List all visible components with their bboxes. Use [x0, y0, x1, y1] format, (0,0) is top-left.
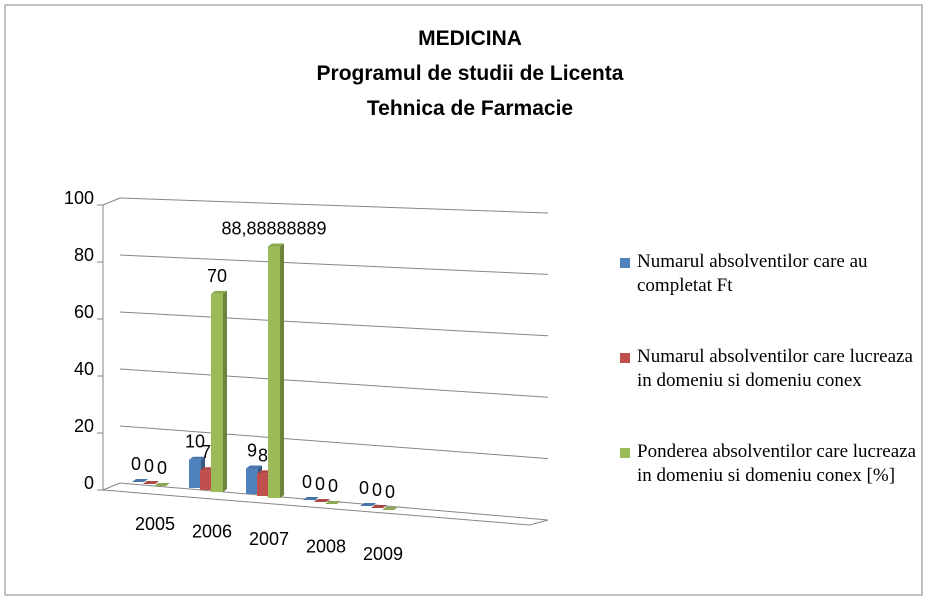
- data-label: 0: [328, 476, 338, 496]
- x-tick-label: 2006: [192, 522, 232, 542]
- data-label: 70: [207, 266, 227, 286]
- grid-line: [119, 368, 549, 398]
- legend-label: Numarul absolventilor care au completat …: [637, 251, 868, 296]
- chart-title: Programul de studii de Licenta: [317, 62, 624, 85]
- y-tick-label: 60: [74, 302, 94, 322]
- data-label: 0: [359, 478, 369, 498]
- chart-title: Tehnica de Farmacie: [367, 97, 573, 120]
- bar-top: [360, 503, 376, 506]
- bar-top: [246, 465, 262, 469]
- bar-top: [154, 483, 170, 486]
- x-tick-label: 2009: [363, 544, 403, 564]
- x-tick-label: 2008: [306, 537, 346, 557]
- data-label: 0: [385, 482, 395, 502]
- grid-line: [119, 254, 549, 275]
- bar-top: [132, 479, 148, 482]
- bar-top: [314, 499, 330, 502]
- floor-edge: [102, 489, 549, 526]
- x-tick-label: 2005: [135, 514, 175, 534]
- bar-side: [280, 243, 284, 498]
- bar-top: [382, 507, 398, 510]
- bar-top: [303, 497, 319, 500]
- legend-swatch: [620, 258, 630, 268]
- bar-top: [189, 456, 205, 460]
- legend-label: Ponderea absolventilor care lucreaza in …: [637, 441, 917, 486]
- bar-top: [371, 505, 387, 508]
- grid-line: [119, 311, 549, 337]
- y-tick-label: 20: [74, 416, 94, 436]
- x-tick-label: 2007: [249, 529, 289, 549]
- bar-top: [211, 290, 227, 294]
- y-tick-label: 100: [64, 188, 94, 208]
- left-wall: [102, 197, 121, 491]
- y-tick-label: 0: [84, 473, 94, 493]
- data-label: 0: [144, 456, 154, 476]
- bar: [246, 468, 258, 494]
- data-label: 9: [247, 441, 257, 461]
- bar-side: [223, 290, 227, 492]
- y-tick-label: 40: [74, 359, 94, 379]
- legend-label: Numarul absolventilor care lucreaza in d…: [637, 346, 913, 391]
- data-label: 7: [201, 442, 211, 462]
- bar: [257, 473, 269, 496]
- bar: [211, 293, 223, 492]
- data-label: 0: [302, 472, 312, 492]
- grid-line: [119, 197, 549, 214]
- legend-swatch: [620, 448, 630, 458]
- bar-top: [268, 243, 284, 247]
- chart-border: [4, 4, 923, 596]
- data-label: 0: [131, 454, 141, 474]
- chart-title: MEDICINA: [418, 27, 522, 50]
- bar-top: [325, 501, 341, 504]
- data-label: 10: [185, 432, 205, 452]
- y-tick-label: 80: [74, 245, 94, 265]
- data-label: 8: [258, 445, 268, 465]
- legend-swatch: [620, 353, 630, 363]
- data-label: 0: [372, 480, 382, 500]
- bar-top: [143, 481, 159, 484]
- data-label: 0: [157, 458, 167, 478]
- data-label: 0: [315, 474, 325, 494]
- bar: [189, 459, 201, 488]
- grid-line: [119, 425, 549, 460]
- data-label: 88,88888889: [221, 218, 326, 238]
- bar: [200, 470, 212, 490]
- bar: [268, 246, 280, 498]
